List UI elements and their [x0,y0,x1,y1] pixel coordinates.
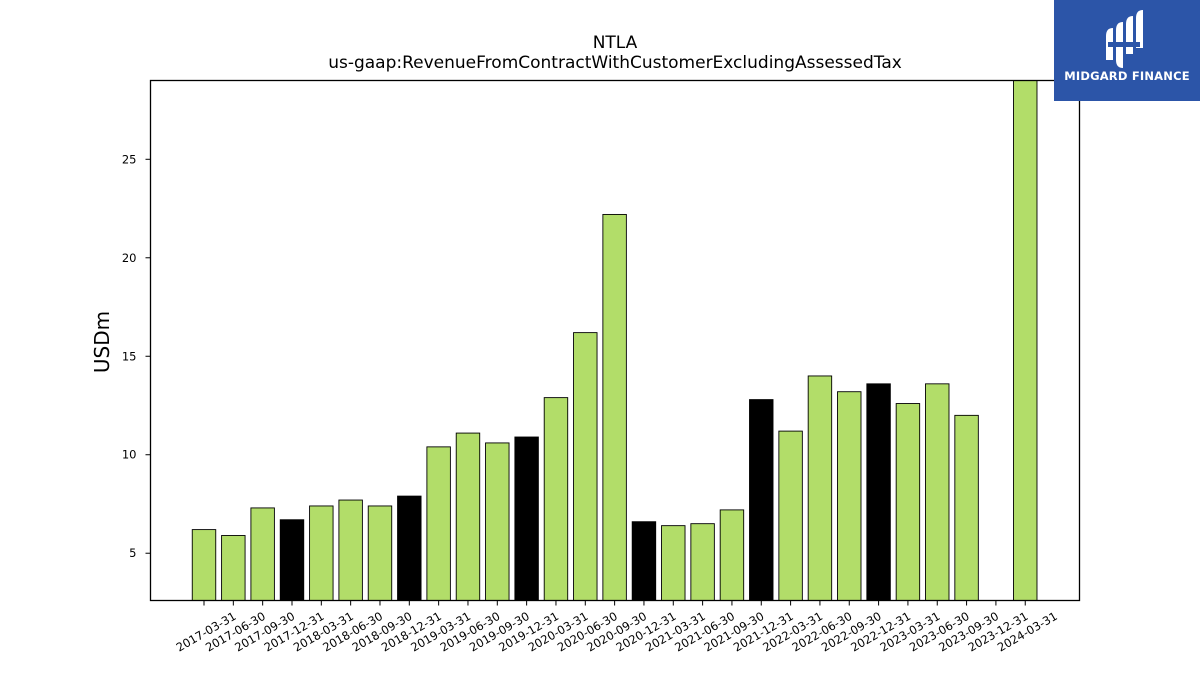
bar-2018-09-30 [367,505,393,601]
bar-2023-06-30 [925,383,950,601]
bar-2020-03-31 [543,397,569,601]
plot-frame [149,79,1081,602]
bar-2019-12-31 [514,436,539,601]
y-tick-label: 15 [122,349,137,363]
x-axis: 2017-03-312017-06-302017-09-302017-12-31… [174,600,1060,655]
bar-2022-06-30 [807,375,833,601]
bar-2018-06-30 [338,499,363,601]
bar-2022-12-31 [866,383,891,601]
bar-2023-09-30 [954,414,979,601]
bar-2017-09-30 [250,507,275,601]
bars-group [191,80,1038,601]
bar-2018-03-31 [309,505,334,601]
bar-2022-03-31 [778,430,803,601]
y-axis-label: USDm [90,311,114,373]
bar-2019-03-31 [426,446,451,601]
bar-2020-06-30 [573,332,598,601]
y-tick-label: 20 [122,251,137,265]
logo-text: MIDGARD FINANCE [1064,69,1190,83]
chart-title: NTLA [593,33,638,53]
bar-2019-09-30 [485,442,510,601]
midgard-logo-icon [1106,10,1143,68]
bar-2024-03-31 [1013,80,1038,601]
bar-2021-09-30 [719,509,745,601]
bar-2020-09-30 [602,213,627,601]
y-tick-label: 25 [122,152,137,166]
y-tick-label: 5 [129,546,136,560]
bar-2021-12-31 [749,399,774,601]
bar-2021-06-30 [690,523,715,601]
bar-2017-12-31 [279,519,305,601]
bar-2020-12-31 [631,521,657,601]
bar-2018-12-31 [397,495,422,601]
chart-subtitle: us-gaap:RevenueFromContractWithCustomerE… [328,53,902,73]
bar-2023-03-31 [895,403,921,601]
bar-2017-03-31 [191,529,217,601]
bar-2019-06-30 [455,432,481,601]
bar-2022-09-30 [837,391,862,601]
bar-2017-06-30 [221,535,246,601]
y-axis: 5 10 15 20 25 [122,152,151,560]
bar-2021-03-31 [661,525,686,601]
y-tick-label: 10 [122,448,137,462]
